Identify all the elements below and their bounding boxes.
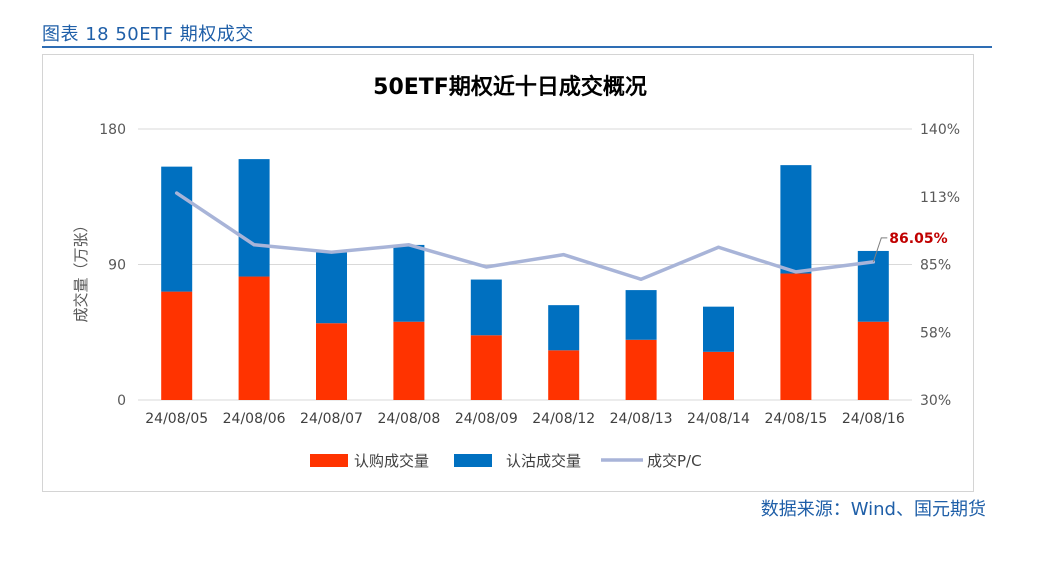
chart-title: 50ETF期权近十日成交概况 bbox=[373, 74, 647, 100]
y-tick-label: 90 bbox=[108, 258, 126, 274]
caption-divider bbox=[42, 46, 992, 48]
pc-point bbox=[484, 265, 488, 269]
annotation-group: 86.05% bbox=[872, 231, 948, 263]
pc-point bbox=[717, 245, 720, 249]
bars-group bbox=[161, 159, 889, 400]
axes-group: 0 90 180 30% 58% 85% 113% 140% 24/08/05 24/08/06 2… bbox=[99, 122, 960, 427]
legend-label: 成交P/C bbox=[647, 452, 702, 470]
x-tick-label: 24/08/12 bbox=[532, 411, 595, 427]
pc-point bbox=[407, 243, 411, 247]
bar-put bbox=[780, 165, 812, 274]
pc-line-group bbox=[174, 191, 876, 282]
bar-call bbox=[703, 351, 734, 400]
legend: 认购成交量 认沽成交量 成交P/C bbox=[310, 452, 702, 470]
y2-tick-label: 140% bbox=[920, 122, 960, 138]
bar-put bbox=[470, 279, 502, 336]
bar-put bbox=[625, 290, 657, 340]
y2-tick-label: 30% bbox=[920, 393, 951, 409]
bar-put bbox=[316, 252, 347, 324]
pc-point bbox=[794, 270, 798, 274]
legend-swatch-call bbox=[310, 454, 348, 467]
y-tick-label: 0 bbox=[117, 393, 126, 409]
legend-label: 认沽成交量 bbox=[506, 452, 581, 470]
bar-call bbox=[548, 350, 580, 400]
chart-frame bbox=[42, 54, 974, 492]
legend-label: 认购成交量 bbox=[354, 452, 429, 470]
y2-tick-label: 58% bbox=[920, 325, 951, 341]
x-tick-label: 24/08/05 bbox=[145, 411, 208, 427]
x-tick-label: 24/08/15 bbox=[764, 411, 827, 427]
figure-caption: 图表 18 50ETF 期权成交 bbox=[42, 24, 254, 45]
pc-series-line bbox=[174, 191, 876, 282]
bar-call bbox=[238, 276, 270, 400]
y-axis-label: 成交量（万张） bbox=[72, 217, 90, 322]
pc-point bbox=[175, 191, 179, 195]
bar-put bbox=[393, 244, 425, 322]
pc-point bbox=[330, 250, 333, 254]
bar-call bbox=[625, 339, 657, 400]
bar-put bbox=[548, 305, 580, 351]
annotation-label: 86.05% bbox=[889, 231, 947, 247]
x-tick-label: 24/08/14 bbox=[687, 411, 750, 427]
x-tick-label: 24/08/16 bbox=[842, 411, 905, 427]
x-tick-label: 24/08/09 bbox=[455, 411, 518, 427]
y2-tick-label: 113% bbox=[920, 190, 960, 206]
bar-call bbox=[470, 335, 502, 400]
legend-swatch-put bbox=[454, 454, 492, 467]
bar-put bbox=[238, 159, 270, 277]
annotation-leader bbox=[872, 237, 888, 263]
bar-put bbox=[161, 166, 193, 292]
bar-call bbox=[780, 273, 812, 400]
bar-call bbox=[316, 323, 347, 400]
x-tick-label: 24/08/06 bbox=[223, 411, 286, 427]
pc-point bbox=[562, 253, 566, 257]
bar-call bbox=[393, 321, 425, 400]
x-tick-label: 24/08/08 bbox=[377, 411, 440, 427]
x-tick-label: 24/08/13 bbox=[610, 411, 673, 427]
source-note: 数据来源：Wind、国元期货 bbox=[760, 499, 986, 520]
x-tick-label: 24/08/07 bbox=[300, 411, 363, 427]
y2-tick-label: 85% bbox=[920, 258, 951, 274]
pc-point bbox=[639, 277, 643, 281]
bar-call bbox=[161, 291, 193, 400]
bar-call bbox=[857, 321, 889, 400]
y-tick-label: 180 bbox=[99, 122, 126, 138]
bar-put bbox=[703, 306, 734, 352]
pc-point bbox=[252, 243, 256, 247]
